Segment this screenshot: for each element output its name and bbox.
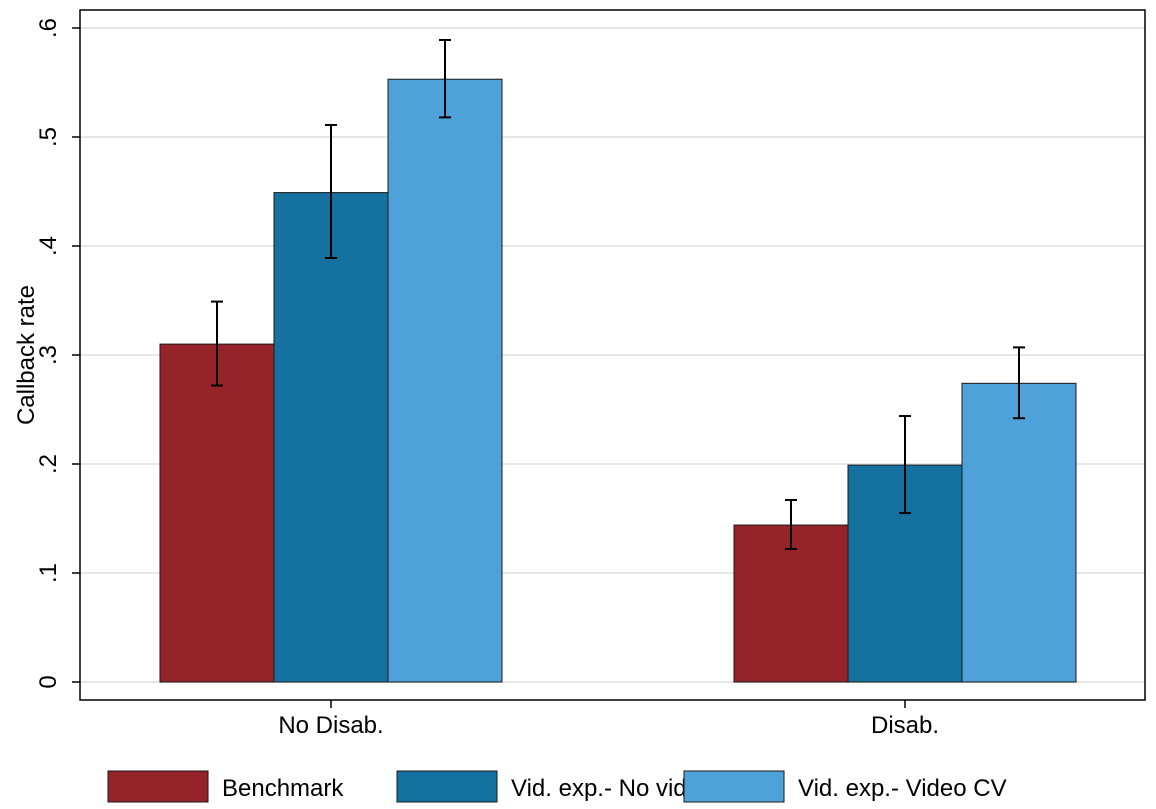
bar bbox=[961, 382, 1077, 683]
legend-label: Vid. exp.- No video bbox=[511, 775, 713, 802]
bars bbox=[159, 78, 1077, 683]
legend-label: Benchmark bbox=[222, 775, 344, 802]
legend-swatch bbox=[396, 770, 498, 803]
y-tick-label: .6 bbox=[35, 18, 62, 38]
y-tick-label: .2 bbox=[35, 454, 62, 474]
legend-label: Vid. exp.- Video CV bbox=[798, 775, 1007, 802]
legend: Benchmark Vid. exp.- No video Vid. exp.- V… bbox=[107, 770, 1007, 803]
x-tick-label: No Disab. bbox=[278, 712, 383, 739]
y-axis-ticks: 0 .1 .2 .3 .4 .5 .6 bbox=[35, 18, 80, 689]
y-tick-label: .1 bbox=[35, 563, 62, 583]
y-tick-label: .3 bbox=[35, 345, 62, 365]
legend-swatch bbox=[683, 770, 785, 803]
bar bbox=[387, 78, 503, 683]
y-tick-label: .4 bbox=[35, 236, 62, 256]
bar bbox=[159, 343, 275, 683]
x-tick-label: Disab. bbox=[871, 712, 939, 739]
error-bars bbox=[211, 38, 1025, 551]
y-axis-label: Callback rate bbox=[13, 285, 40, 425]
bar bbox=[273, 192, 389, 683]
y-tick-label: .5 bbox=[35, 127, 62, 147]
legend-swatch bbox=[107, 770, 209, 803]
x-axis-ticks: No Disab. Disab. bbox=[278, 700, 939, 739]
bar bbox=[733, 524, 849, 683]
y-tick-label: 0 bbox=[35, 675, 62, 688]
